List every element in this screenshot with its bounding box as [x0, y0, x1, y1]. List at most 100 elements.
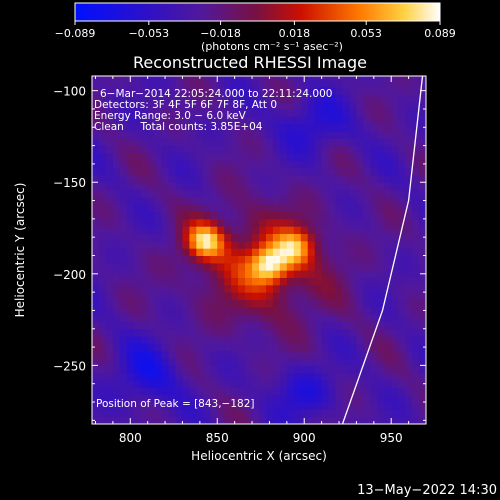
heatmap-cell — [265, 358, 274, 366]
heatmap-cell — [356, 365, 364, 374]
heatmap-cell — [405, 145, 413, 154]
heatmap-cell — [321, 365, 330, 374]
heatmap-cell — [203, 343, 211, 352]
heatmap-cell — [161, 343, 170, 352]
heatmap-cell — [224, 336, 232, 344]
heatmap-cell — [231, 167, 239, 176]
heatmap-cell — [265, 387, 274, 396]
heatmap-cell — [168, 336, 176, 344]
heatmap-cell — [133, 380, 142, 388]
heatmap-cell — [182, 76, 190, 81]
heatmap-cell — [210, 145, 218, 154]
heatmap-cell — [147, 160, 156, 169]
heatmap-cell — [126, 233, 135, 242]
heatmap-cell — [279, 79, 288, 88]
heatmap-cell — [217, 306, 225, 315]
heatmap-cell — [196, 321, 204, 330]
heatmap-cell — [314, 211, 323, 220]
heatmap-cell — [293, 123, 302, 132]
heatmap-cell — [265, 248, 274, 256]
heatmap-cell — [133, 387, 142, 396]
heatmap-cell — [286, 372, 295, 381]
heatmap-cell — [272, 292, 281, 300]
heatmap-cell — [419, 343, 426, 352]
heatmap-cell — [252, 416, 260, 424]
heatmap-cell — [168, 402, 176, 410]
heatmap-cell — [105, 409, 114, 418]
heatmap-cell — [286, 328, 295, 337]
heatmap-cell — [384, 86, 392, 95]
heatmap-cell — [140, 145, 149, 154]
heatmap-cell — [398, 196, 406, 205]
heatmap-cell — [272, 409, 281, 418]
heatmap-cell — [245, 299, 253, 308]
heatmap-cell — [210, 262, 218, 271]
heatmap-cell — [112, 240, 121, 249]
heatmap-cell — [126, 86, 135, 95]
heatmap-cell — [370, 350, 378, 359]
heatmap-cell — [182, 108, 190, 117]
heatmap-cell — [175, 402, 183, 410]
heatmap-cell — [300, 277, 309, 286]
heatmap-cell — [203, 160, 211, 169]
heatmap-cell — [140, 116, 149, 125]
heatmap-cell — [161, 336, 170, 344]
heatmap-cell — [175, 416, 183, 424]
heatmap-cell — [412, 365, 420, 374]
heatmap-cell — [419, 372, 426, 381]
heatmap-cell — [300, 299, 309, 308]
heatmap-cell — [328, 145, 337, 154]
heatmap-cell — [112, 101, 121, 110]
heatmap-cell — [203, 262, 211, 271]
heatmap-cell — [92, 123, 100, 132]
heatmap-cell — [210, 292, 218, 300]
heatmap-cell — [349, 123, 357, 132]
heatmap-cell — [140, 130, 149, 139]
heatmap-cell — [419, 211, 426, 220]
heatmap-cell — [203, 116, 211, 125]
heatmap-cell — [405, 380, 413, 388]
heatmap-cell — [161, 394, 170, 403]
heatmap-cell — [175, 76, 183, 81]
heatmap-cell — [328, 233, 337, 242]
heatmap-cell — [224, 233, 232, 242]
heatmap-cell — [161, 350, 170, 359]
heatmap-cell — [412, 76, 420, 81]
heatmap-cell — [196, 101, 204, 110]
heatmap-cell — [168, 321, 176, 330]
heatmap-cell — [140, 218, 149, 227]
heatmap-cell — [405, 416, 413, 424]
heatmap-cell — [356, 292, 364, 300]
heatmap-cell — [154, 248, 163, 256]
heatmap-cell — [105, 226, 114, 235]
heatmap-cell — [175, 343, 183, 352]
heatmap-cell — [391, 174, 399, 183]
heatmap-cell — [210, 123, 218, 132]
heatmap-cell — [370, 380, 378, 388]
heatmap-cell — [384, 402, 392, 410]
heatmap-cell — [203, 387, 211, 396]
heatmap-cell — [377, 387, 385, 396]
heatmap-cell — [391, 336, 399, 344]
heatmap-cell — [126, 314, 135, 322]
heatmap-cell — [133, 409, 142, 418]
heatmap-cell — [175, 314, 183, 322]
heatmap-cell — [370, 416, 378, 424]
heatmap-cell — [196, 108, 204, 117]
heatmap-cell — [252, 343, 260, 352]
heatmap-cell — [126, 292, 135, 300]
heatmap-cell — [328, 86, 337, 95]
heatmap-cell — [342, 350, 350, 359]
heatmap-cell — [349, 402, 357, 410]
heatmap-cell — [342, 123, 350, 132]
heatmap-cell — [335, 328, 343, 337]
heatmap-cell — [210, 86, 218, 95]
heatmap-cell — [259, 130, 267, 139]
heatmap-cell — [314, 138, 323, 147]
heatmap-cell — [300, 292, 309, 300]
heatmap-cell — [349, 328, 357, 337]
heatmap-cell — [92, 306, 100, 315]
heatmap-cell — [321, 204, 330, 213]
heatmap-cell — [265, 336, 274, 344]
heatmap-cell — [363, 372, 371, 381]
